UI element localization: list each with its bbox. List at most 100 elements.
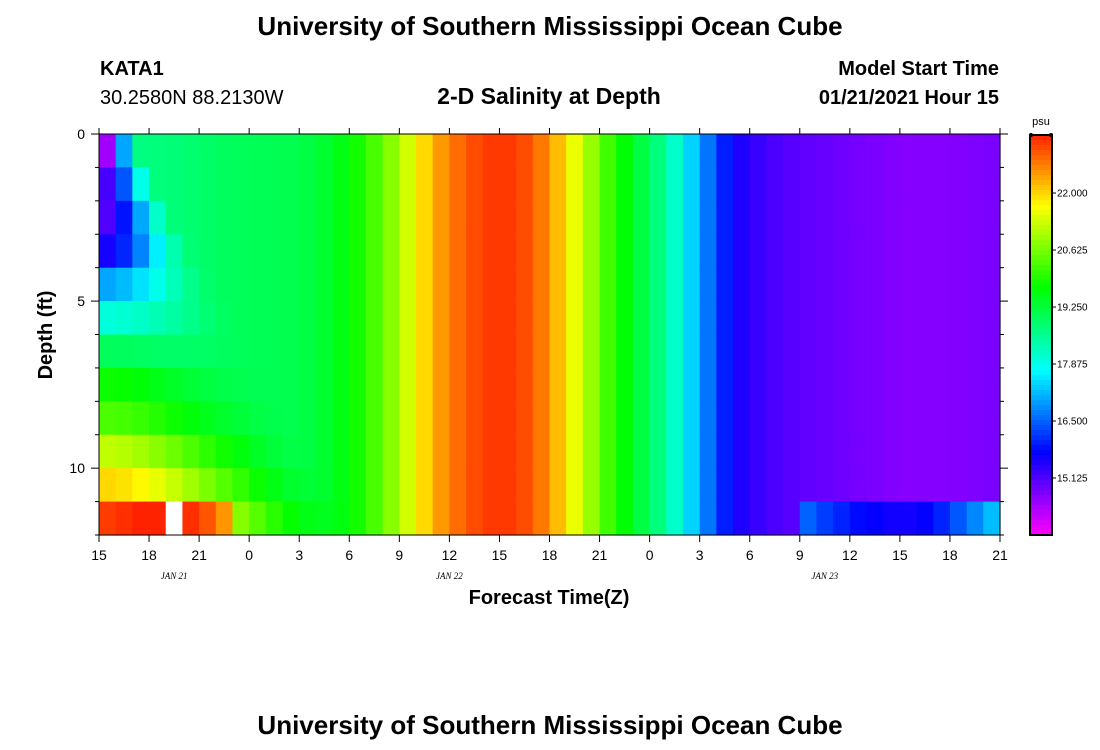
x-tick-labels: 15 18 21 0 3 6 9 12 15 18 21 0 3 6 9 12 15 18 21 [91,547,1008,563]
heatmap-cell [716,334,734,369]
heatmap-cell [332,234,350,269]
heatmap-cell [532,367,551,402]
colorbar-segment [1030,240,1052,246]
heatmap-cell [799,434,818,469]
heatmap-cell [315,434,334,469]
x-tick-label: 9 [395,547,403,563]
colorbar-segment [1030,490,1052,496]
heatmap-cell [649,267,667,302]
heatmap-cell [149,301,167,336]
x-tick-label: 0 [646,547,654,563]
x-tick-label: 18 [141,547,157,563]
heatmap-cell [799,234,818,269]
heatmap-cell [549,167,567,202]
heatmap-cell [949,434,968,469]
heatmap-cell [282,434,300,469]
heatmap-cell [666,434,684,469]
colorbar-segment [1030,295,1052,301]
heatmap-cell [682,301,701,336]
heatmap-cell [99,267,117,302]
heatmap-cell [466,167,484,202]
heatmap-cell [616,468,634,503]
heatmap-cell [916,167,934,202]
heatmap-cell [299,267,317,302]
heatmap-cell [799,167,818,202]
heatmap-cell [716,134,734,169]
colorbar-segment [1030,515,1052,521]
colorbar-segment [1030,500,1052,506]
heatmap-cell [532,468,551,503]
heatmap-cell [866,501,884,536]
heatmap-cell [566,501,584,536]
heatmap-cell [916,468,934,503]
heatmap-cell [766,134,784,169]
colorbar-segment [1030,510,1052,516]
heatmap-cell [516,301,534,336]
heatmap-cell [833,434,851,469]
heatmap-cell [933,301,951,336]
heatmap-cell [399,334,417,369]
heatmap-cell [549,434,567,469]
heatmap-cell [132,234,150,269]
colorbar-segment [1030,200,1052,206]
heatmap-cell [949,501,968,536]
heatmap-cell [382,501,400,536]
heatmap-cell [816,367,834,402]
heatmap-cell [833,468,851,503]
heatmap-cell [899,468,918,503]
date-label: JAN 21 [161,571,188,581]
heatmap-cell [582,234,601,269]
heatmap-cell [849,301,868,336]
heatmap-cell [299,468,317,503]
heatmap-cell [249,468,267,503]
heatmap-cell [199,367,217,402]
heatmap-cell [215,334,234,369]
heatmap-cell [666,167,684,202]
heatmap-cell [632,367,651,402]
heatmap-cell [482,367,501,402]
heatmap-cell [816,434,834,469]
heatmap-cell [866,401,884,436]
y-tick-label: 0 [77,126,85,142]
heatmap-cell [599,367,617,402]
heatmap-cell [315,334,334,369]
heatmap-cell [282,468,300,503]
heatmap-cell [983,267,1001,302]
heatmap-cell [532,301,551,336]
heatmap-cell [182,301,200,336]
heatmap-cell [649,200,667,235]
heatmap-cell [716,301,734,336]
x-tick-label: 15 [492,547,508,563]
heatmap-cell [365,200,384,235]
heatmap-cell [282,134,300,169]
heatmap-cell [365,267,384,302]
x-tick-label: 15 [91,547,107,563]
heatmap-cell [682,267,701,302]
heatmap-cell [332,367,350,402]
colorbar-segment [1030,330,1052,336]
heatmap-cell [949,234,968,269]
heatmap-cell [716,167,734,202]
heatmap-cell [249,367,267,402]
heatmap-cell [883,468,901,503]
heatmap-cell [582,134,601,169]
heatmap-cell [866,468,884,503]
heatmap-cell [399,401,417,436]
heatmap-cell [449,468,467,503]
heatmap-cell [983,301,1001,336]
heatmap-cell [649,367,667,402]
heatmap-cell [215,367,234,402]
heatmap-cell [299,367,317,402]
heatmap-cell [966,234,984,269]
colorbar: 22.000 20.625 19.250 17.875 16.500 15.125 [1029,133,1088,536]
heatmap-cell [299,134,317,169]
heatmap-cell [315,501,334,536]
heatmap-cell [265,301,284,336]
heatmap-cell [349,434,367,469]
heatmap-cell [365,468,384,503]
heatmap-cell [332,468,350,503]
heatmap-cell [149,401,167,436]
heatmap-cell [549,234,567,269]
heatmap-cell [666,234,684,269]
colorbar-segment [1030,165,1052,171]
